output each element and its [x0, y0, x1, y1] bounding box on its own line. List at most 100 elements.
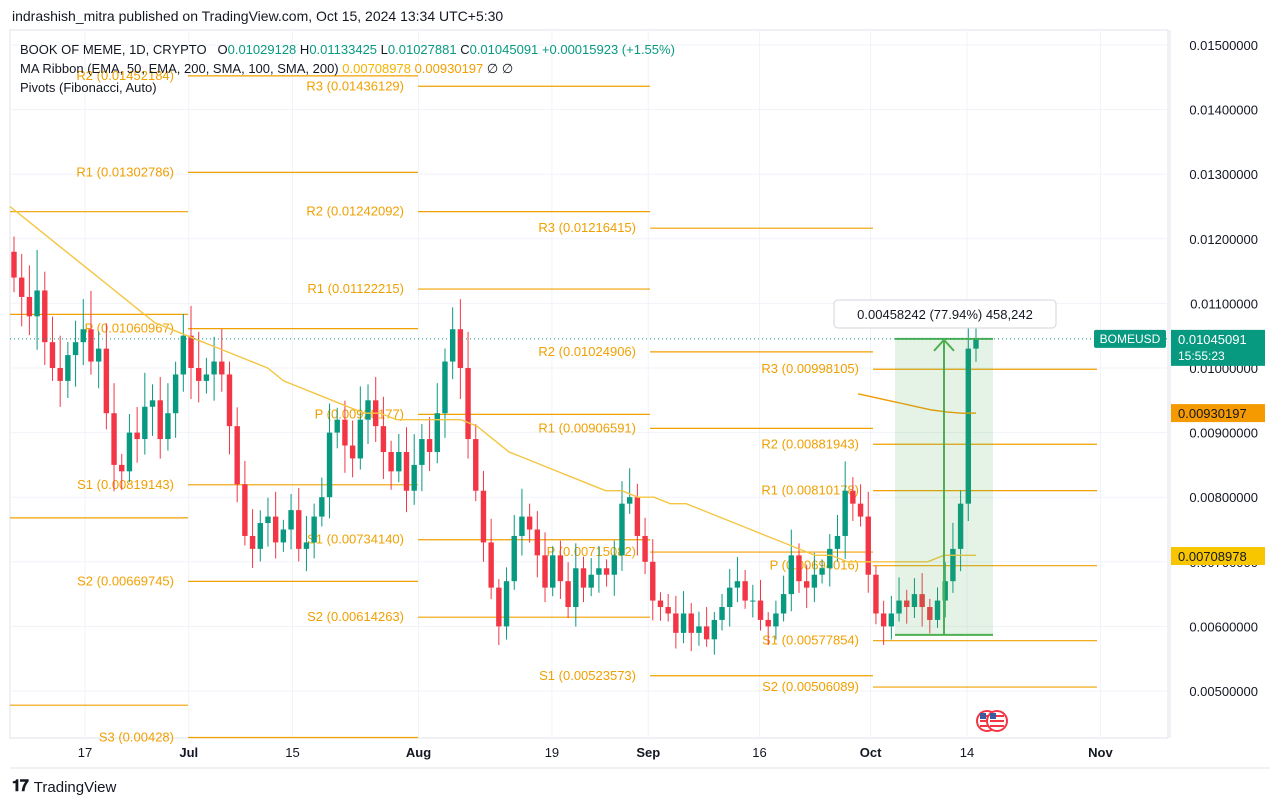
candle-up — [611, 555, 617, 575]
pivot-label-r1: R1 (0.01122215) — [307, 281, 404, 296]
countdown-tag: 15:55:23 — [1178, 349, 1225, 363]
candle-down — [703, 626, 710, 640]
pivot-label-r2: R2 (0.01242092) — [306, 204, 404, 219]
flag-canton — [980, 713, 986, 719]
candle-up — [888, 613, 895, 627]
candle-up — [311, 516, 317, 543]
candle-down — [426, 439, 433, 452]
candle-up — [411, 464, 417, 491]
candle-up — [911, 594, 918, 608]
x-tick-label: Aug — [406, 745, 431, 760]
x-tick-label: Oct — [860, 745, 882, 760]
flag-canton — [990, 713, 996, 719]
candle-up — [788, 555, 794, 595]
candle-up — [811, 574, 818, 588]
candle-down — [534, 529, 541, 556]
candle-up — [957, 503, 964, 549]
candle-down — [388, 451, 394, 472]
x-tick-label: 14 — [960, 745, 974, 760]
candle-down — [57, 368, 63, 381]
legend-open-value: 0.01029128 — [227, 42, 297, 57]
candle-down — [342, 419, 348, 446]
candle-up — [211, 361, 217, 375]
pivot-label-r2: R2 (0.01024906) — [538, 344, 636, 359]
last-price-tag: 0.01045091 — [1178, 332, 1247, 347]
ma-tag-box — [1171, 547, 1265, 566]
legend-h-label: H — [299, 42, 310, 57]
pivot-label-p: P (0.00928177) — [315, 406, 404, 421]
legend-ma-na: ∅ ∅ — [486, 61, 514, 76]
flag-stripe — [990, 725, 1004, 727]
candle-up — [827, 548, 833, 569]
candle-up — [965, 348, 972, 504]
candle-down — [927, 607, 933, 620]
candle-down — [473, 439, 479, 491]
candle-up — [165, 413, 171, 440]
candle-up — [619, 503, 625, 556]
candle-up — [326, 432, 333, 498]
tradingview-brand[interactable]: 𝟏𝟕 TradingView — [12, 778, 116, 796]
candle-up — [626, 497, 633, 504]
candle-up — [334, 419, 340, 433]
candle-up — [449, 329, 456, 362]
candle-down — [673, 613, 679, 633]
candle-down — [665, 607, 671, 614]
candle-up — [588, 574, 594, 588]
candle-up — [711, 619, 718, 640]
publish-line: indrashish_mitra published on TradingVie… — [12, 8, 504, 24]
y-tick-label: 0.00800000 — [1189, 490, 1258, 505]
candle-up — [126, 432, 133, 472]
candle-up — [550, 555, 556, 588]
x-tick-label: Jul — [179, 745, 198, 760]
candle-down — [803, 581, 810, 588]
pivot-label-r2: R2 (0.01452184) — [76, 68, 174, 83]
ma-tag-box — [1171, 404, 1265, 423]
candle-up — [442, 361, 448, 414]
candle-up — [149, 400, 156, 407]
legend-pivots-label: Pivots (Fibonacci, Auto) — [20, 80, 157, 95]
x-tick-label: 17 — [78, 745, 92, 760]
candle-down — [796, 555, 802, 582]
candle-down — [688, 613, 694, 633]
candle-up — [319, 497, 325, 517]
legend-ma-label: MA Ribbon (EMA, 50, EMA, 200, SMA, 100, … — [20, 61, 339, 76]
candle-up — [511, 535, 517, 582]
candle-down — [380, 426, 387, 452]
legend-close-value: 0.01045091 — [469, 42, 539, 57]
candle-up — [727, 587, 733, 608]
x-tick-label: Sep — [636, 745, 660, 760]
candle-down — [865, 516, 871, 575]
candle-up — [180, 335, 187, 375]
pivot-label-s3: S3 (0.00428) — [99, 730, 174, 745]
candle-up — [834, 535, 841, 549]
candle-down — [642, 535, 648, 562]
plot-area — [9, 29, 1169, 739]
candle-down — [857, 503, 864, 517]
candle-down — [242, 484, 248, 536]
x-tick-label: 16 — [752, 745, 766, 760]
candle-down — [18, 277, 25, 297]
candle-up — [203, 374, 210, 381]
candle-up — [365, 400, 371, 420]
pivot-label-s1: S1 (0.00577854) — [762, 633, 859, 648]
candle-down — [196, 368, 202, 381]
legend-symbol: BOOK OF MEME, 1D, CRYPTO — [20, 42, 207, 57]
candle-down — [88, 329, 94, 362]
x-tick-label: 19 — [545, 745, 559, 760]
candle-down — [650, 561, 656, 601]
candle-up — [434, 413, 440, 452]
candle-down — [765, 619, 771, 627]
flag-stripe — [990, 715, 1004, 717]
candle-down — [188, 335, 194, 368]
pivot-label-r3: R3 (0.01216415) — [538, 220, 636, 235]
flag-stripe — [980, 715, 994, 717]
candle-down — [249, 535, 256, 549]
chart-legend: BOOK OF MEME, 1D, CRYPTO O0.01029128 H0.… — [20, 40, 675, 97]
candle-up — [573, 568, 579, 608]
candle-down — [457, 329, 464, 368]
candle-down — [880, 613, 887, 627]
flag-stripe — [990, 720, 1004, 722]
candle-down — [904, 600, 910, 608]
candle-up — [973, 338, 979, 349]
